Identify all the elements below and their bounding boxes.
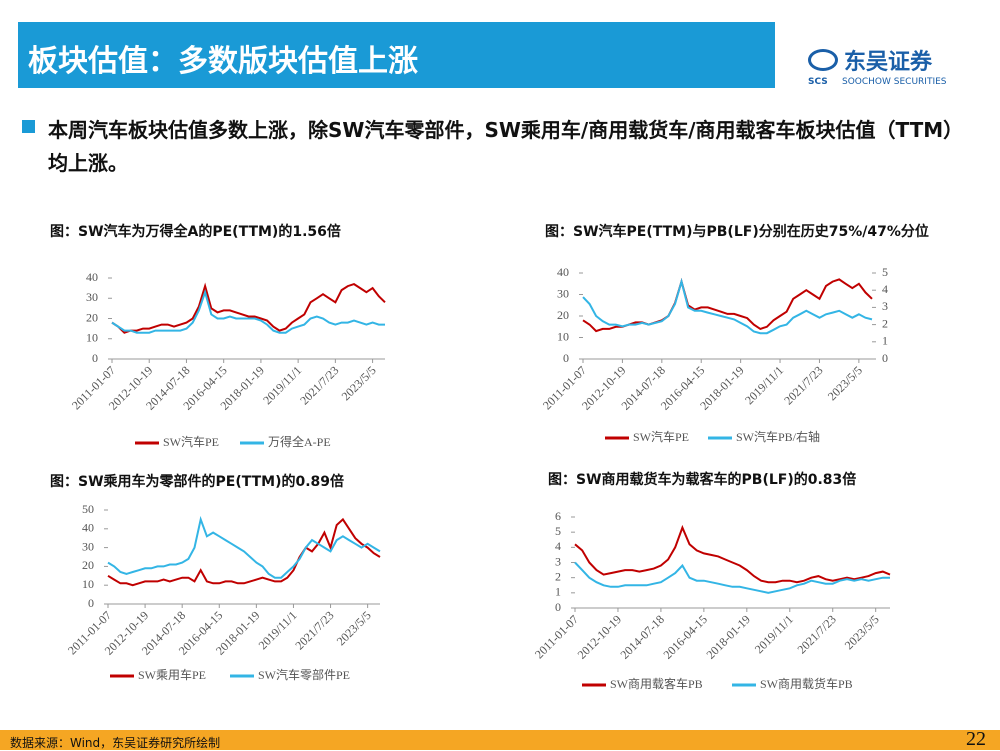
series-line [107,515,381,579]
y2-tick-label: 5 [882,265,888,279]
x-tick-label: 2021/7/23 [781,363,825,407]
x-tick-label: 2019/11/1 [742,363,786,407]
page-number: 22 [966,728,986,750]
x-tick-label: 2019/11/1 [260,363,304,407]
y-tick-label: 10 [86,331,98,345]
y-tick-label: 30 [86,290,98,304]
chart-title: 图：SW汽车PE(TTM)与PB(LF)分别在历史75%/47%分位 [545,223,929,240]
y2-tick-label: 4 [882,282,888,296]
legend-label: SW商用载客车PB [610,676,703,691]
y-tick-label: 6 [555,509,561,523]
y-tick-label: 2 [555,569,561,583]
y-tick-label: 20 [82,558,94,572]
bullet-text: 本周汽车板块估值多数上涨，除SW汽车零部件，SW乘用车/商用载货车/商用载客车板… [48,118,964,175]
x-tick-label: 2011-01-07 [532,612,581,661]
x-tick-label: 2012-10-19 [575,612,624,661]
x-tick-label: 2016-04-15 [660,612,709,661]
x-tick-label: 2021/7/23 [795,612,839,656]
x-tick-label: 2023/5/5 [334,608,374,648]
legend-label: SW汽车零部件PE [258,667,350,682]
x-tick-label: 2019/11/1 [752,612,796,656]
y-tick-label: 30 [82,539,94,553]
x-tick-label: 2023/5/5 [339,363,379,403]
slide-title: 板块估值：多数版块估值上涨 [28,44,418,79]
bullet-icon [22,120,35,133]
series-line [582,277,873,335]
y-tick-label: 0 [555,600,561,614]
series-line [107,517,381,587]
x-tick-label: 2021/7/23 [292,608,336,652]
y-tick-label: 40 [82,521,94,535]
chart-title: 图：SW商用载货车为载客车的PB(LF)的0.83倍 [548,471,856,488]
y-tick-label: 20 [557,308,569,322]
y-tick-label: 0 [92,351,98,365]
series-line [574,561,890,594]
series-line [111,288,385,334]
y2-tick-label: 3 [882,299,888,313]
y-tick-label: 3 [555,554,561,568]
y2-tick-label: 2 [882,316,888,330]
legend-label: SW乘用车PE [138,667,206,682]
charts: 图：SW汽车为万得全A的PE(TTM)的1.56倍0102030402011-0… [50,223,929,691]
logo-icon [808,49,838,71]
y2-tick-label: 0 [882,351,888,365]
legend-label: SW汽车PB/右轴 [736,429,820,444]
legend-label: SW汽车PE [163,434,219,449]
y-tick-label: 10 [82,577,94,591]
x-tick-label: 2021/7/23 [297,363,341,407]
x-tick-label: 2014-07-18 [618,612,667,661]
legend-label: SW汽车PE [633,429,689,444]
x-tick-label: 2019/11/1 [256,608,300,652]
series-line [574,524,891,584]
y-tick-label: 5 [555,524,561,538]
logo-name: 东吴证券 [844,50,933,75]
y-tick-label: 0 [563,351,569,365]
y-tick-label: 4 [555,539,561,553]
y-tick-label: 40 [557,265,569,279]
logo: 东吴证券 SCS SOOCHOW SECURITIES [808,44,947,87]
x-tick-label: 2023/5/5 [842,612,882,652]
logo-mark: SCS [808,77,828,87]
footer-bar [0,730,1000,750]
y-tick-label: 10 [557,329,569,343]
y-tick-label: 20 [86,310,98,324]
series-line [582,278,873,333]
chart-title: 图：SW汽车为万得全A的PE(TTM)的1.56倍 [50,223,341,240]
y-tick-label: 40 [86,270,98,284]
legend-label: SW商用载货车PB [760,676,853,691]
y2-tick-label: 1 [882,334,888,348]
header-bar [18,22,775,88]
y-tick-label: 50 [82,502,94,516]
y-tick-label: 1 [555,585,561,599]
y-tick-label: 0 [88,596,94,610]
y-tick-label: 30 [557,286,569,300]
logo-sub: SOOCHOW SECURITIES [842,77,947,87]
x-tick-label: 2018-01-19 [703,612,752,661]
legend-label: 万得全A-PE [268,434,331,449]
series-line [111,282,386,334]
footer-source: 数据来源：Wind，东吴证券研究所绘制 [10,736,221,750]
chart-title: 图：SW乘用车为零部件的PE(TTM)的0.89倍 [50,473,344,490]
x-tick-label: 2023/5/5 [825,363,865,403]
